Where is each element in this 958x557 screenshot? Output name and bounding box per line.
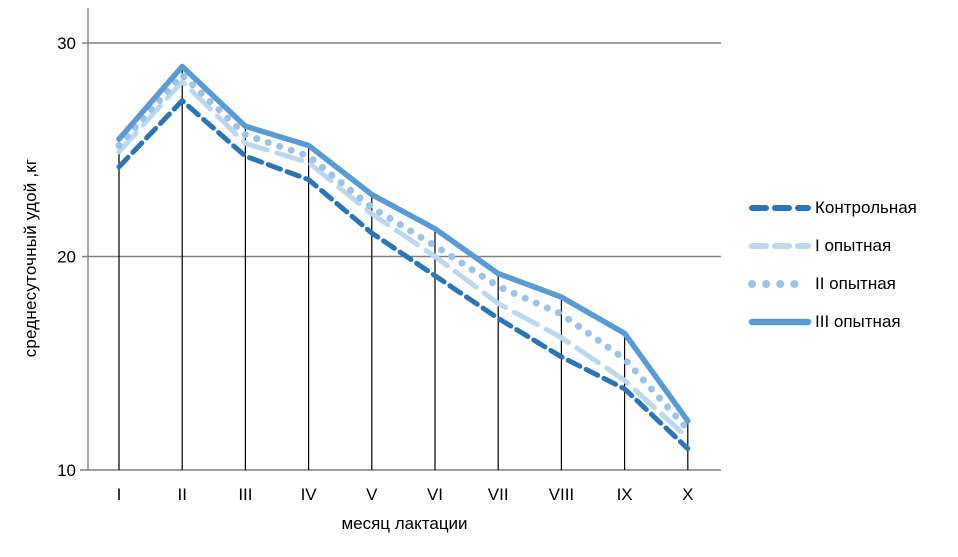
y-axis-title: среднесуточный удой ,кг <box>21 158 40 358</box>
x-axis-title: месяц лактации <box>341 514 468 533</box>
legend: Контрольная I опытная II опытная III опытна… <box>748 196 917 334</box>
series-line-long-dash <box>116 78 691 441</box>
legend-label: I опытная <box>815 236 892 255</box>
series-line-dashed <box>116 98 691 452</box>
x-tick-label: VII <box>488 485 509 504</box>
x-tick-label: V <box>366 485 378 504</box>
legend-item: Контрольная <box>748 196 917 220</box>
x-tick-label: X <box>682 485 693 504</box>
x-tick-label: III <box>238 485 252 504</box>
legend-item: III опытная <box>748 310 917 334</box>
series-line-solid <box>116 63 691 424</box>
legend-swatch-dotted <box>748 280 812 288</box>
x-tick-label: I <box>117 485 122 504</box>
legend-label: II опытная <box>815 274 896 293</box>
legend-swatch-dashed <box>749 205 811 211</box>
legend-item: II опытная <box>748 272 917 296</box>
y-tick-label: 20 <box>57 248 76 267</box>
x-tick-label: IX <box>617 485 633 504</box>
x-tick-label: VIII <box>549 485 575 504</box>
x-tick-label: IV <box>301 485 318 504</box>
legend-swatch-solid <box>748 318 812 326</box>
x-tick-label: VI <box>427 485 443 504</box>
legend-swatch-long-dash <box>749 243 811 249</box>
x-tick-label: II <box>177 485 186 504</box>
legend-label: III опытная <box>815 312 901 331</box>
y-tick-label: 30 <box>57 34 76 53</box>
legend-item: I опытная <box>748 234 917 258</box>
y-tick-label: 10 <box>57 461 76 480</box>
legend-label: Контрольная <box>815 198 917 217</box>
